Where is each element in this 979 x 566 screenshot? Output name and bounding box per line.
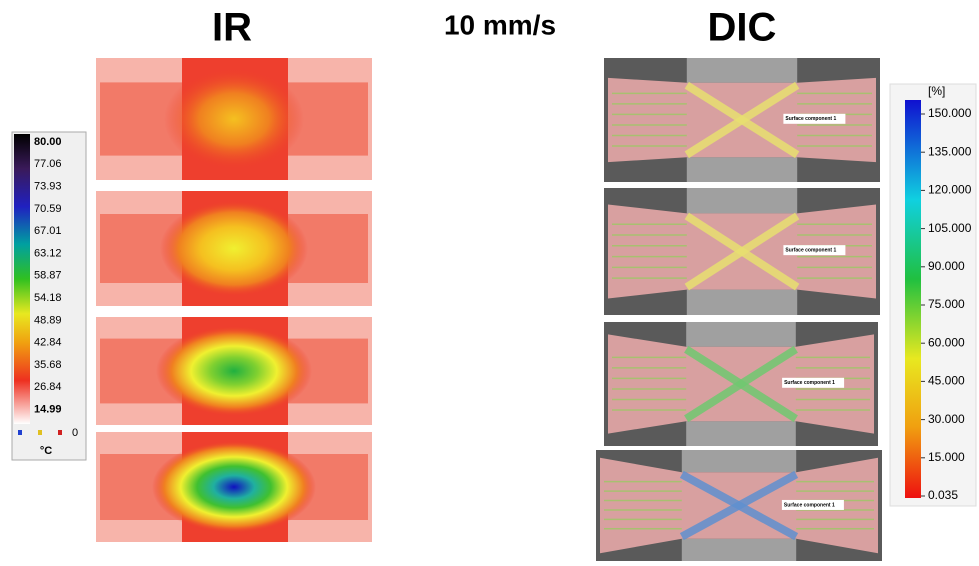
dic-annotation: Surface component 1 — [785, 116, 836, 122]
ir-scale-label: 77.06 — [34, 158, 62, 170]
dic-grip — [686, 58, 798, 83]
ir-scale-label: 80.00 — [34, 136, 62, 148]
ir-image — [96, 432, 372, 542]
dic-shear-band — [684, 212, 800, 291]
dic-annotation-box — [783, 113, 846, 124]
ir-scale-label: 73.93 — [34, 181, 62, 193]
ir-scale-label: 63.12 — [34, 247, 62, 259]
ir-hotspot — [156, 325, 312, 417]
ir-scale-label: 14.99 — [34, 404, 62, 416]
ir-scale-label: 58.87 — [34, 270, 62, 282]
dic-scale-label: 15.000 — [928, 450, 965, 464]
dic-annotation-box — [781, 499, 844, 510]
dic-image: Surface component 1 — [604, 58, 880, 182]
ir-title: IR — [212, 6, 252, 50]
ir-scale-label: 67.01 — [34, 225, 62, 237]
dic-color-scale — [889, 83, 977, 507]
ir-scale-label: 26.84 — [34, 381, 62, 393]
dic-scale-label: 45.000 — [928, 374, 965, 388]
ir-scale-label: 48.89 — [34, 314, 62, 326]
ir-hotspot — [152, 440, 316, 534]
ir-scale-unit: °C — [40, 445, 52, 457]
ir-color-scale — [11, 131, 87, 461]
dic-shear-band — [679, 470, 799, 541]
dic-grip — [686, 188, 798, 214]
dic-annotation-box — [782, 377, 845, 388]
dic-annotation: Surface component 1 — [784, 502, 835, 508]
dic-scale-label: 90.000 — [928, 259, 965, 273]
ir-scale-label: 35.68 — [34, 359, 62, 371]
dic-shear-band — [684, 81, 800, 159]
ir-scale-footer: 0 — [72, 427, 78, 439]
dic-annotation: Surface component 1 — [785, 247, 836, 253]
ir-scale-marker — [18, 430, 22, 435]
ir-hotspot — [160, 200, 308, 297]
dic-grip — [686, 322, 796, 347]
dic-scale-label: 75.000 — [928, 297, 965, 311]
dic-scale-label: 120.000 — [928, 183, 972, 197]
dic-image: Surface component 1 — [596, 450, 882, 561]
ir-scale-label: 42.84 — [34, 337, 62, 349]
dic-grip — [681, 450, 797, 473]
dic-title: DIC — [708, 6, 777, 50]
dic-scale-unit: [%] — [928, 84, 945, 98]
dic-grip — [686, 157, 798, 182]
ir-scale-marker — [58, 430, 62, 435]
dic-color-bar — [905, 100, 921, 498]
dic-image: Surface component 1 — [604, 322, 878, 446]
ir-image — [96, 191, 372, 306]
dic-scale-label: 0.035 — [928, 488, 958, 502]
dic-grip — [686, 421, 796, 446]
dic-scale-label: 150.000 — [928, 106, 972, 120]
ir-image — [96, 317, 372, 425]
dic-grip — [686, 289, 798, 315]
dic-scale-label: 30.000 — [928, 412, 965, 426]
ir-scale-marker — [38, 430, 42, 435]
ir-image — [96, 58, 372, 180]
ir-hotspot — [164, 67, 304, 171]
dic-scale-label: 105.000 — [928, 221, 972, 235]
dic-grip — [681, 538, 797, 561]
dic-image: Surface component 1 — [604, 188, 880, 315]
ir-scale-label: 70.59 — [34, 203, 62, 215]
ir-scale-label: 54.18 — [34, 292, 62, 304]
dic-annotation-box — [783, 245, 846, 256]
dic-annotation: Surface component 1 — [784, 380, 835, 386]
speed-title: 10 mm/s — [444, 9, 556, 40]
dic-scale-label: 60.000 — [928, 335, 965, 349]
dic-scale-label: 135.000 — [928, 144, 972, 158]
dic-shear-band — [684, 345, 798, 423]
